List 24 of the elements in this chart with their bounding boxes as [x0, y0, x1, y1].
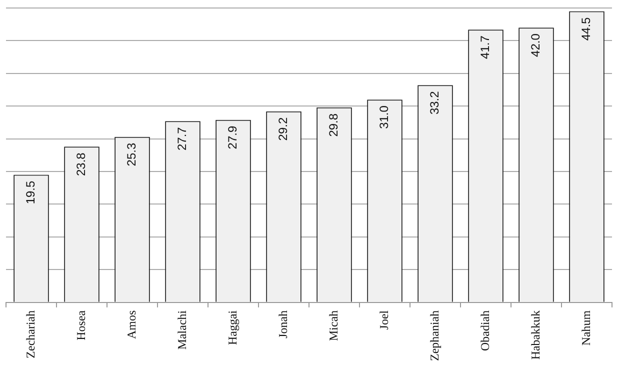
x-tick-label: Micah	[326, 310, 340, 342]
data-label: 33.2	[428, 90, 442, 115]
x-tick-label: Hosea	[74, 310, 88, 340]
data-label: 27.7	[175, 126, 190, 151]
x-tick-label: Amos	[124, 310, 138, 340]
data-label: 23.8	[74, 152, 88, 176]
data-label: 42.0	[528, 33, 543, 57]
x-tick-label: Malachi	[174, 310, 189, 350]
x-tick-label: Nahum	[578, 310, 593, 346]
x-tick-label: Zephaniah	[427, 310, 442, 362]
x-tick-label: Joel	[376, 310, 391, 330]
x-tick-label: Habakkuk	[528, 310, 542, 360]
x-tick-label: Zechariah	[23, 310, 38, 358]
x-tick-label: Jonah	[276, 310, 290, 338]
data-label: 31.0	[377, 105, 392, 129]
data-label: 29.2	[276, 117, 290, 141]
data-label: 25.3	[124, 142, 139, 166]
data-label: 19.5	[24, 180, 38, 204]
data-label: 44.5	[579, 16, 594, 41]
data-label: 27.9	[226, 126, 240, 150]
x-tick-label: Haggai	[225, 310, 240, 346]
data-label: 41.7	[478, 35, 492, 59]
x-tick-label: Obadiah	[478, 310, 492, 352]
data-label: 29.8	[326, 113, 341, 137]
